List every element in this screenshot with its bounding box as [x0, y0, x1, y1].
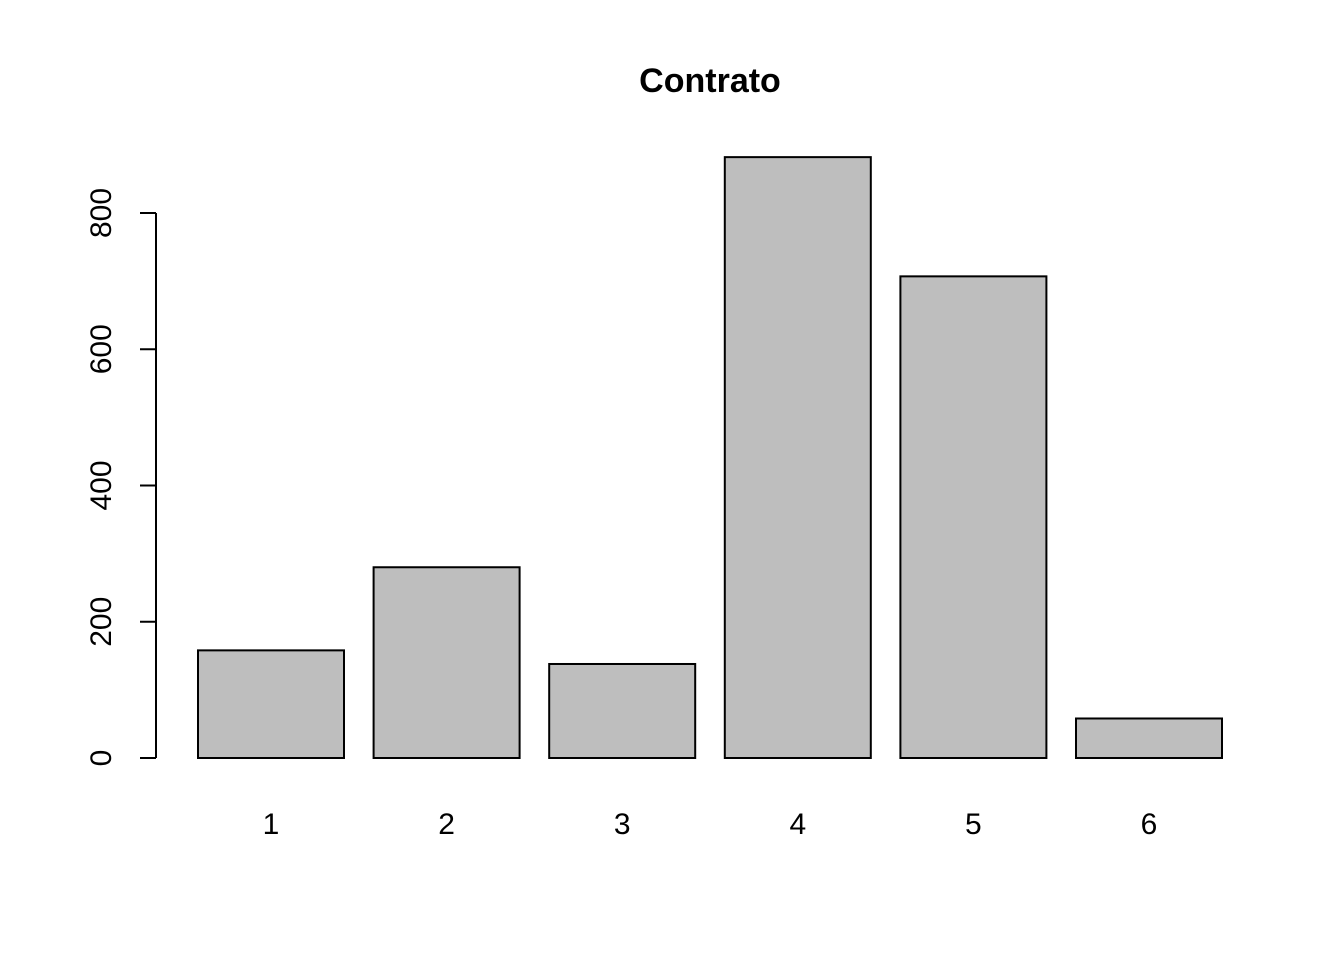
x-tick-label: 1	[263, 808, 280, 841]
x-tick-label: 4	[789, 808, 806, 841]
bar	[899, 275, 1048, 759]
x-axis-labels: 1 2 3 4 5 6	[263, 808, 1158, 841]
x-tick-label: 2	[438, 808, 455, 841]
chart-title: Contrato	[639, 62, 781, 100]
x-tick-label: 3	[614, 808, 631, 841]
y-tick-label: 400	[85, 460, 118, 510]
y-tick-label: 600	[85, 324, 118, 374]
bar	[723, 156, 872, 759]
x-tick-label: 5	[965, 808, 982, 841]
y-tick-label: 800	[85, 188, 118, 238]
bar	[372, 566, 521, 759]
y-tick-label: 200	[85, 597, 118, 647]
bar	[548, 662, 697, 759]
bar	[1075, 717, 1223, 759]
bars	[197, 156, 1223, 759]
y-axis: 0 200 400 600 800	[85, 188, 157, 767]
x-tick-label: 6	[1141, 808, 1158, 841]
bar	[197, 649, 345, 759]
y-tick-label: 0	[85, 750, 118, 767]
